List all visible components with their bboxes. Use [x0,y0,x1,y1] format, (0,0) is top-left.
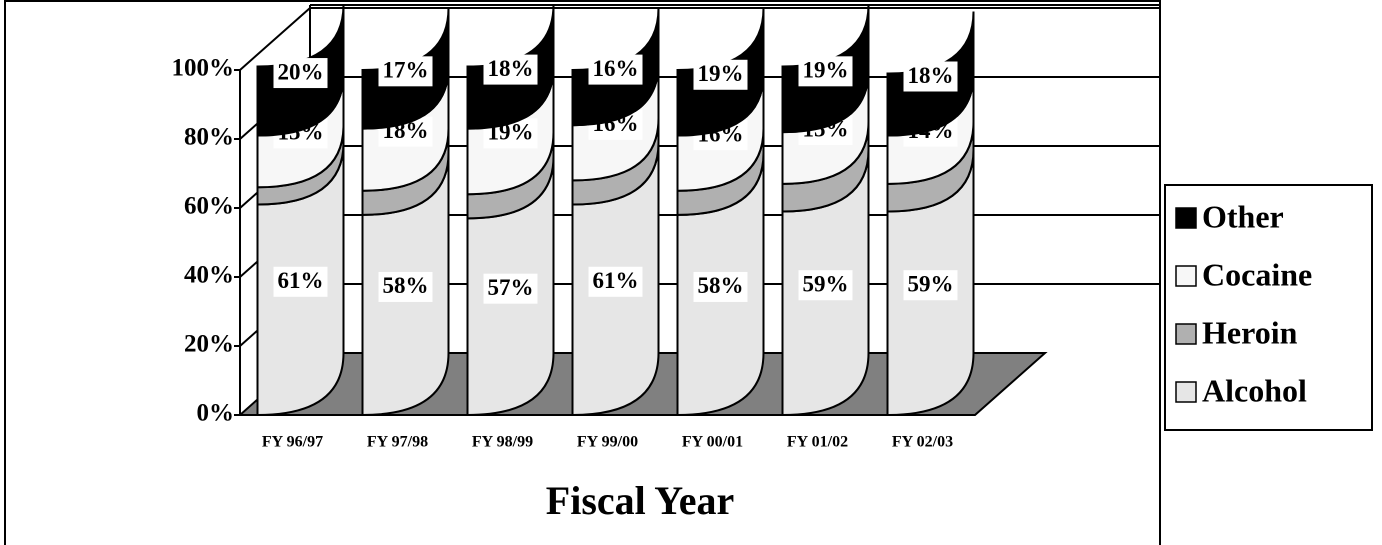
value-label-box [483,273,538,304]
y-tick-label: 20% [184,331,234,358]
y-tick-label: 0% [197,400,235,427]
value-label-box [903,270,958,301]
value-label: 17% [383,58,429,83]
value-label: 58% [698,273,744,298]
value-label: 58% [383,273,429,298]
legend-label: Cocaine [1202,256,1312,292]
y-tick-label: 80% [184,124,234,151]
value-label: 18% [488,56,534,81]
value-label: 18% [908,63,954,88]
value-label-box [588,266,643,297]
value-label-box [273,58,328,89]
legend-swatch [1175,381,1197,403]
value-label: 20% [278,59,324,84]
x-tick-label: FY 01/02 [787,434,848,451]
legend-label: Heroin [1202,314,1298,350]
value-label-box [903,61,958,92]
value-label-box [378,56,433,87]
x-tick-label: FY 00/01 [682,434,743,451]
value-label-box [798,270,853,301]
x-axis-title: Fiscal Year [546,478,734,523]
x-tick-label: FY 02/03 [892,434,953,451]
value-label: 57% [488,275,534,300]
y-tick-label: 40% [184,262,234,289]
value-label-box [798,56,853,87]
value-label-box [273,266,328,297]
legend-swatch [1175,265,1197,287]
legend-swatch [1175,323,1197,345]
legend-label: Alcohol [1202,372,1307,408]
legend-label: Other [1202,198,1284,234]
grid-line [239,7,1160,71]
x-tick-label: FY 96/97 [262,434,323,451]
value-label: 59% [908,272,954,297]
x-tick-label: FY 99/00 [577,434,638,451]
value-label-box [483,54,538,85]
value-label: 19% [803,58,849,83]
x-tick-label: FY 97/98 [367,434,428,451]
legend-swatch [1175,207,1197,229]
y-tick-label: 60% [184,193,234,220]
value-label: 59% [803,272,849,297]
value-label-box [693,59,748,90]
value-label-box [378,271,433,302]
value-label: 19% [698,61,744,86]
value-label: 61% [278,268,324,293]
legend-box [1164,184,1373,431]
y-tick-label: 100% [172,55,235,82]
x-tick-label: FY 98/99 [472,434,533,451]
value-label: 16% [593,56,639,81]
chart-frame [4,0,1161,545]
value-label: 61% [593,268,639,293]
value-label-box [693,271,748,302]
value-label-box [588,54,643,85]
